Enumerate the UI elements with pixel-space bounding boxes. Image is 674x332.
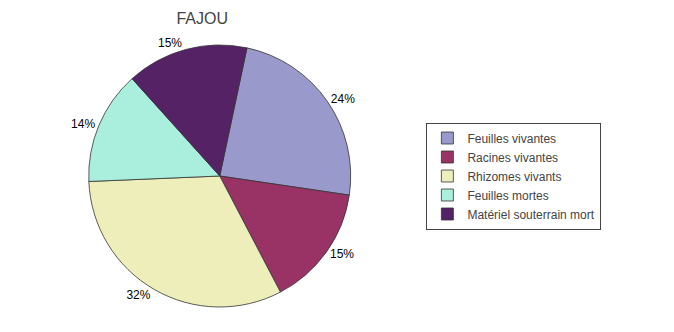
svg-text:Feuilles mortes: Feuilles mortes (467, 189, 548, 203)
svg-text:15%: 15% (330, 247, 354, 261)
svg-text:FAJOU: FAJOU (176, 10, 228, 27)
svg-text:Feuilles vivantes: Feuilles vivantes (467, 132, 556, 146)
svg-text:32%: 32% (126, 288, 150, 302)
svg-text:24%: 24% (331, 92, 355, 106)
svg-text:Matériel souterrain mort: Matériel souterrain mort (467, 208, 594, 222)
svg-text:Rhizomes vivants: Rhizomes vivants (467, 170, 561, 184)
svg-text:14%: 14% (71, 117, 95, 131)
svg-text:15%: 15% (158, 36, 182, 50)
svg-text:Racines vivantes: Racines vivantes (467, 151, 558, 165)
